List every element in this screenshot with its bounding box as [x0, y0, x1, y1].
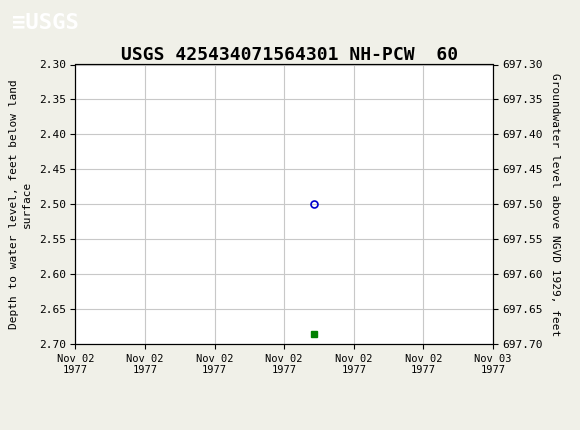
Text: ≡USGS: ≡USGS	[12, 12, 78, 33]
Y-axis label: Depth to water level, feet below land
surface: Depth to water level, feet below land su…	[9, 80, 32, 329]
Y-axis label: Groundwater level above NGVD 1929, feet: Groundwater level above NGVD 1929, feet	[550, 73, 560, 336]
Text: USGS 425434071564301 NH-PCW  60: USGS 425434071564301 NH-PCW 60	[121, 46, 459, 64]
